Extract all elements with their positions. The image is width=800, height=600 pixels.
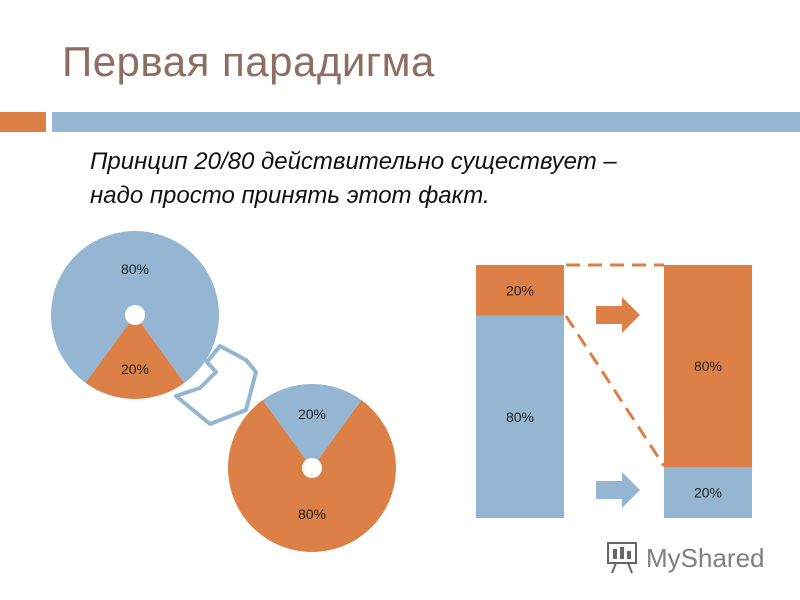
pie-slice-label: 20% <box>121 361 149 377</box>
bar-segment <box>476 315 564 518</box>
right-arrow-icon <box>596 297 640 333</box>
pie-slice-label: 80% <box>298 506 326 522</box>
pie-hole <box>302 458 322 478</box>
bar-segment-label: 80% <box>506 409 534 425</box>
bar-segment <box>476 265 564 316</box>
slide-title: Первая парадигма <box>62 38 435 85</box>
pie-hole <box>125 305 145 325</box>
bar-segment-label: 20% <box>506 282 534 298</box>
title-divider-bar <box>52 112 800 132</box>
bar-segment <box>664 265 752 468</box>
charts-group: 80% 20% 80% 20% 80% 20% 20% 80% <box>50 231 752 553</box>
watermark-logo: MyShared <box>604 537 774 577</box>
presentation-icon <box>607 542 637 574</box>
title-accent-bar <box>0 112 46 132</box>
dashed-connector-diagonal <box>564 315 666 467</box>
pie-slice-label: 80% <box>121 261 149 277</box>
pie-slice-label: 20% <box>298 406 326 422</box>
slide-subtitle: Принцип 20/80 действительно существует –… <box>90 145 790 213</box>
right-arrow-icon <box>596 472 640 508</box>
bar-segment-label: 80% <box>694 358 722 374</box>
bar-segment <box>664 467 752 518</box>
curved-arrow-icon <box>174 344 258 426</box>
watermark-text: MyShared <box>646 543 765 573</box>
pie-slice <box>262 384 362 468</box>
subtitle-line-2: надо просто принять этот факт. <box>90 182 490 209</box>
pie-slice <box>85 315 185 399</box>
subtitle-line-1: Принцип 20/80 действительно существует – <box>90 148 617 175</box>
bar-segment-label: 20% <box>694 485 722 501</box>
